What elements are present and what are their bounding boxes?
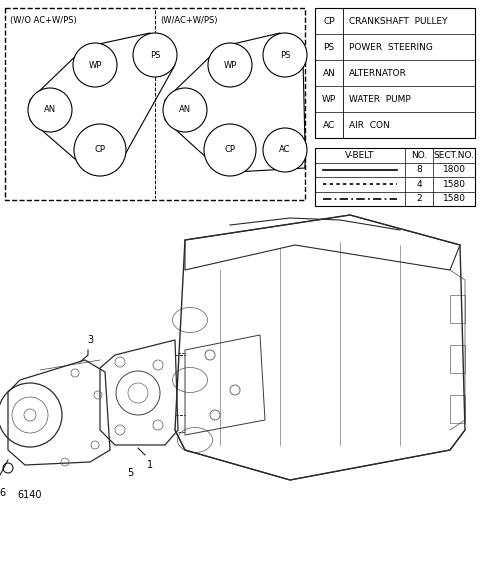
FancyBboxPatch shape [315, 8, 475, 138]
Text: CP: CP [225, 146, 236, 154]
Circle shape [74, 124, 126, 176]
Text: 1800: 1800 [443, 165, 466, 174]
Circle shape [208, 43, 252, 87]
Text: CP: CP [95, 146, 106, 154]
Bar [450, 345, 465, 373]
Text: 8: 8 [416, 165, 422, 174]
Text: AN: AN [323, 68, 336, 78]
Text: AN: AN [44, 106, 56, 114]
Text: 6: 6 [0, 488, 5, 498]
Text: PS: PS [150, 50, 160, 60]
Text: SECT.NO.: SECT.NO. [433, 151, 475, 160]
Text: AC: AC [323, 121, 335, 129]
Text: 1: 1 [147, 460, 153, 470]
Bar [450, 295, 465, 323]
Text: (W/O AC+W/PS): (W/O AC+W/PS) [10, 16, 77, 25]
Text: PS: PS [324, 42, 335, 52]
Circle shape [73, 43, 117, 87]
Text: 3: 3 [87, 335, 93, 345]
FancyBboxPatch shape [5, 8, 305, 200]
Text: WP: WP [88, 60, 102, 70]
Text: 1580: 1580 [443, 194, 466, 203]
Circle shape [163, 88, 207, 132]
Text: V-BELT: V-BELT [345, 151, 375, 160]
FancyBboxPatch shape [315, 148, 475, 206]
Text: 6140: 6140 [18, 490, 42, 500]
Text: AIR  CON: AIR CON [349, 121, 390, 129]
Text: NO.: NO. [411, 151, 427, 160]
Text: POWER  STEERING: POWER STEERING [349, 42, 433, 52]
Circle shape [263, 128, 307, 172]
Circle shape [204, 124, 256, 176]
Text: CRANKSHAFT  PULLEY: CRANKSHAFT PULLEY [349, 16, 447, 26]
Text: WP: WP [322, 95, 336, 103]
Circle shape [133, 33, 177, 77]
Text: 5: 5 [127, 468, 133, 478]
Text: ALTERNATOR: ALTERNATOR [349, 68, 407, 78]
Text: WATER  PUMP: WATER PUMP [349, 95, 411, 103]
Bar [450, 395, 465, 423]
Text: AN: AN [179, 106, 191, 114]
Text: 4: 4 [416, 180, 422, 189]
Circle shape [28, 88, 72, 132]
Circle shape [263, 33, 307, 77]
Text: (W/AC+W/PS): (W/AC+W/PS) [160, 16, 217, 25]
Text: AC: AC [279, 146, 291, 154]
Text: PS: PS [280, 50, 290, 60]
Text: CP: CP [323, 16, 335, 26]
Text: 2: 2 [416, 194, 422, 203]
Text: WP: WP [223, 60, 237, 70]
Text: 1580: 1580 [443, 180, 466, 189]
